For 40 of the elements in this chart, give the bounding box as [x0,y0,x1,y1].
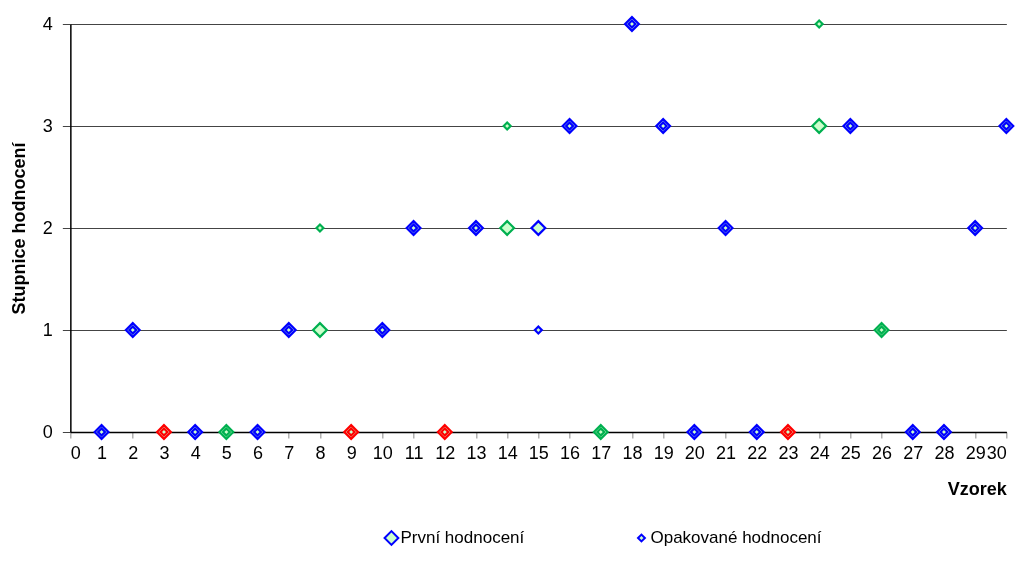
x-tick-label: 2 [128,442,139,463]
x-tick-label: 26 [872,442,893,463]
x-tick-label: 17 [591,442,612,463]
x-tick-label: 6 [253,442,264,463]
x-tick-label: 16 [560,442,581,463]
y-tick-label: 3 [42,115,53,136]
x-tick-label: 27 [903,442,924,463]
x-tick-label: 29 [965,442,986,463]
x-tick-label: 15 [528,442,549,463]
x-tick-label: 8 [315,442,326,463]
x-tick-label: 19 [653,442,674,463]
x-tick-label: 10 [372,442,393,463]
x-tick-label: 24 [809,442,830,463]
x-tick-label: 3 [159,442,170,463]
x-tick-label: 5 [221,442,232,463]
legend-label: První hodnocení [400,528,525,547]
x-tick-label: 25 [840,442,861,463]
y-tick-label: 2 [42,217,53,238]
x-tick-label: 28 [934,442,955,463]
y-axis-title: Stupnice hodnocení [8,141,29,315]
y-tick-label: 0 [42,421,53,442]
y-tick-label: 4 [42,13,53,34]
x-tick-label: 22 [747,442,768,463]
x-tick-label: 1 [97,442,108,463]
y-tick-label: 1 [42,319,53,340]
x-tick-label: 11 [404,442,424,463]
x-tick-label: 4 [190,442,201,463]
x-tick-label: 14 [497,442,518,463]
x-tick-label: 12 [435,442,456,463]
x-tick-label: 9 [346,442,357,463]
x-tick-label: 13 [466,442,487,463]
legend-label: Opakované hodnocení [650,528,822,547]
x-tick-label: 0 [70,442,81,463]
x-tick-label: 7 [284,442,295,463]
x-tick-label: 20 [684,442,705,463]
x-tick-label: 30 [986,442,1007,463]
x-tick-label: 21 [716,442,737,463]
x-tick-label: 23 [778,442,799,463]
x-axis-title: Vzorek [947,478,1008,499]
x-tick-label: 18 [622,442,643,463]
